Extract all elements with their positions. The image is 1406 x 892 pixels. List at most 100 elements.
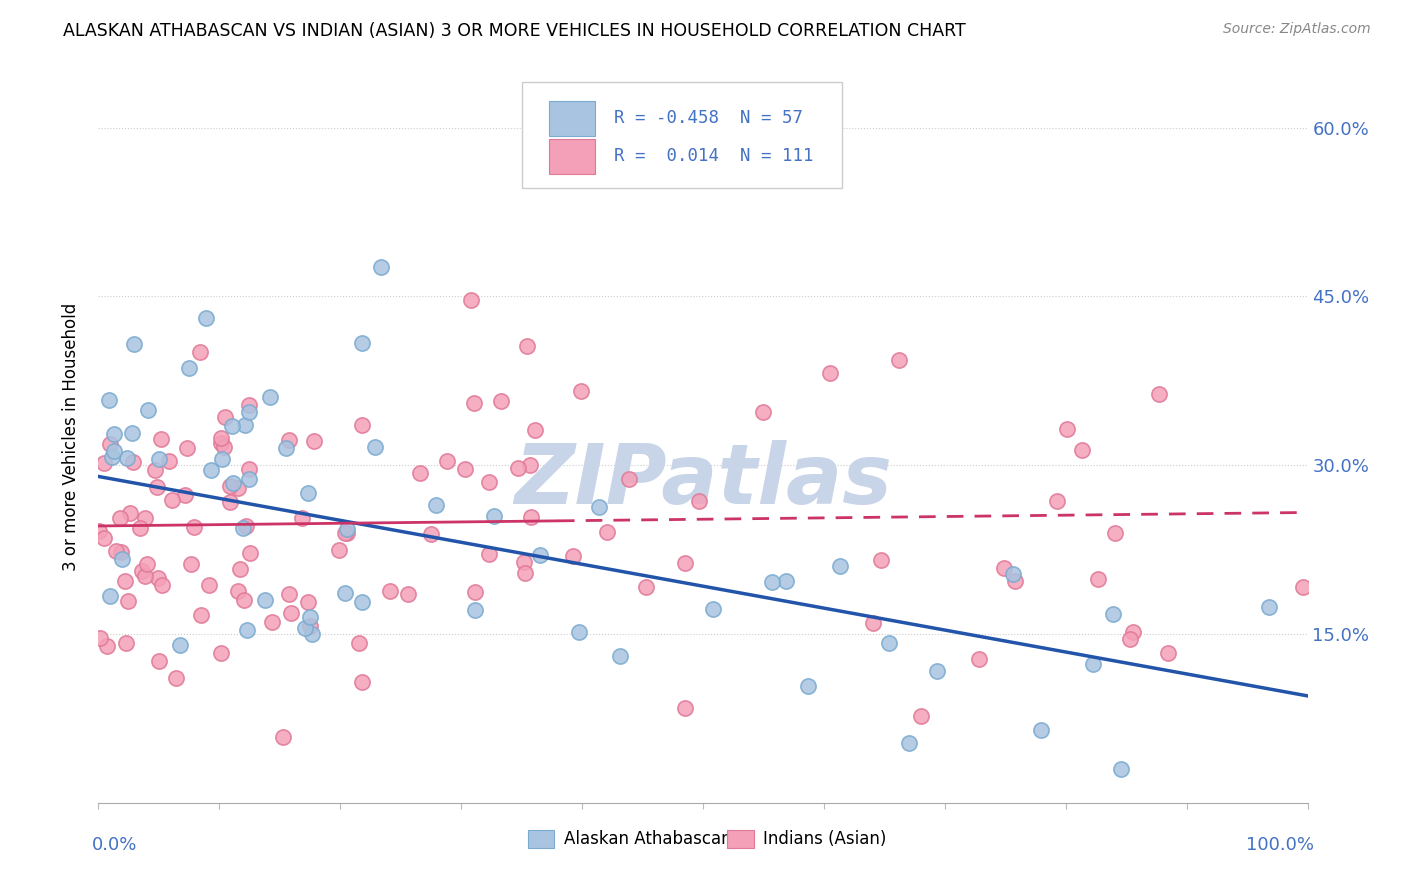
Point — [460, 293, 482, 307]
Point — [301, 626, 323, 640]
Point — [1056, 422, 1078, 436]
Point — [1122, 625, 1144, 640]
Point — [93, 531, 115, 545]
Point — [967, 652, 990, 666]
Text: Alaskan Athabascans: Alaskan Athabascans — [564, 830, 741, 847]
Point — [464, 585, 486, 599]
Point — [619, 472, 641, 486]
Point — [222, 476, 245, 491]
Point — [214, 410, 236, 425]
Point — [1104, 525, 1126, 540]
Point — [529, 549, 551, 563]
Point — [1081, 657, 1104, 671]
Point — [828, 558, 851, 573]
Point — [761, 575, 783, 590]
Point — [519, 458, 541, 473]
Text: R =  0.014  N = 111: R = 0.014 N = 111 — [613, 147, 813, 165]
Point — [298, 610, 321, 624]
Point — [93, 456, 115, 470]
Point — [157, 454, 180, 468]
Text: Source: ZipAtlas.com: Source: ZipAtlas.com — [1223, 22, 1371, 37]
Point — [115, 636, 138, 650]
Point — [1101, 607, 1123, 622]
Point — [180, 558, 202, 572]
Point — [752, 405, 775, 419]
Point — [259, 390, 281, 404]
Point — [333, 526, 356, 541]
Point — [1109, 762, 1132, 776]
Point — [520, 509, 543, 524]
Point — [336, 526, 359, 541]
Point — [688, 494, 710, 508]
Point — [898, 736, 921, 750]
Point — [131, 564, 153, 578]
Point — [278, 434, 301, 448]
Point — [1118, 632, 1140, 647]
Point — [516, 338, 538, 352]
Point — [484, 508, 506, 523]
Point — [489, 394, 512, 409]
Point — [453, 462, 475, 476]
Point — [232, 521, 254, 535]
Text: R = -0.458  N = 57: R = -0.458 N = 57 — [613, 109, 803, 128]
Point — [143, 463, 166, 477]
Point — [370, 260, 392, 275]
Point — [352, 335, 374, 350]
Point — [98, 589, 121, 603]
Point — [209, 431, 232, 445]
Point — [229, 562, 252, 576]
Point — [297, 595, 319, 609]
Point — [238, 398, 260, 412]
Point — [419, 527, 441, 541]
Point — [235, 519, 257, 533]
Point — [350, 595, 373, 609]
Text: Indians (Asian): Indians (Asian) — [763, 830, 887, 847]
Point — [436, 454, 458, 468]
Point — [233, 418, 256, 433]
Point — [198, 578, 221, 592]
Point — [797, 679, 820, 693]
Point — [702, 602, 724, 616]
Point — [98, 436, 121, 450]
Point — [524, 423, 547, 437]
Point — [569, 384, 592, 398]
Point — [219, 479, 242, 493]
Point — [118, 506, 141, 520]
Point — [336, 522, 359, 536]
Point — [1004, 574, 1026, 589]
Point — [233, 593, 256, 607]
Point — [609, 649, 631, 664]
Point — [349, 636, 371, 650]
Point — [595, 524, 617, 539]
Point — [117, 450, 139, 465]
Point — [108, 511, 131, 525]
Point — [869, 553, 891, 567]
Point — [409, 466, 432, 480]
Point — [297, 485, 319, 500]
Point — [1031, 723, 1053, 737]
Point — [150, 578, 173, 592]
Bar — [550, 138, 595, 174]
Point — [877, 636, 900, 650]
Point — [775, 574, 797, 588]
Text: 100.0%: 100.0% — [1246, 836, 1313, 854]
Point — [103, 444, 125, 458]
Point — [478, 475, 501, 490]
Point — [89, 524, 111, 539]
Point — [188, 344, 211, 359]
Bar — [727, 830, 754, 848]
Point — [262, 615, 284, 629]
Point — [238, 472, 260, 486]
Point — [165, 671, 187, 685]
Point — [352, 418, 374, 433]
Point — [211, 436, 233, 450]
Bar — [550, 101, 595, 136]
Point — [238, 461, 260, 475]
Point — [512, 555, 534, 569]
Point — [294, 621, 316, 635]
Point — [98, 392, 121, 407]
Point — [425, 498, 447, 512]
Point — [194, 310, 217, 325]
Point — [176, 442, 198, 456]
Point — [380, 584, 402, 599]
